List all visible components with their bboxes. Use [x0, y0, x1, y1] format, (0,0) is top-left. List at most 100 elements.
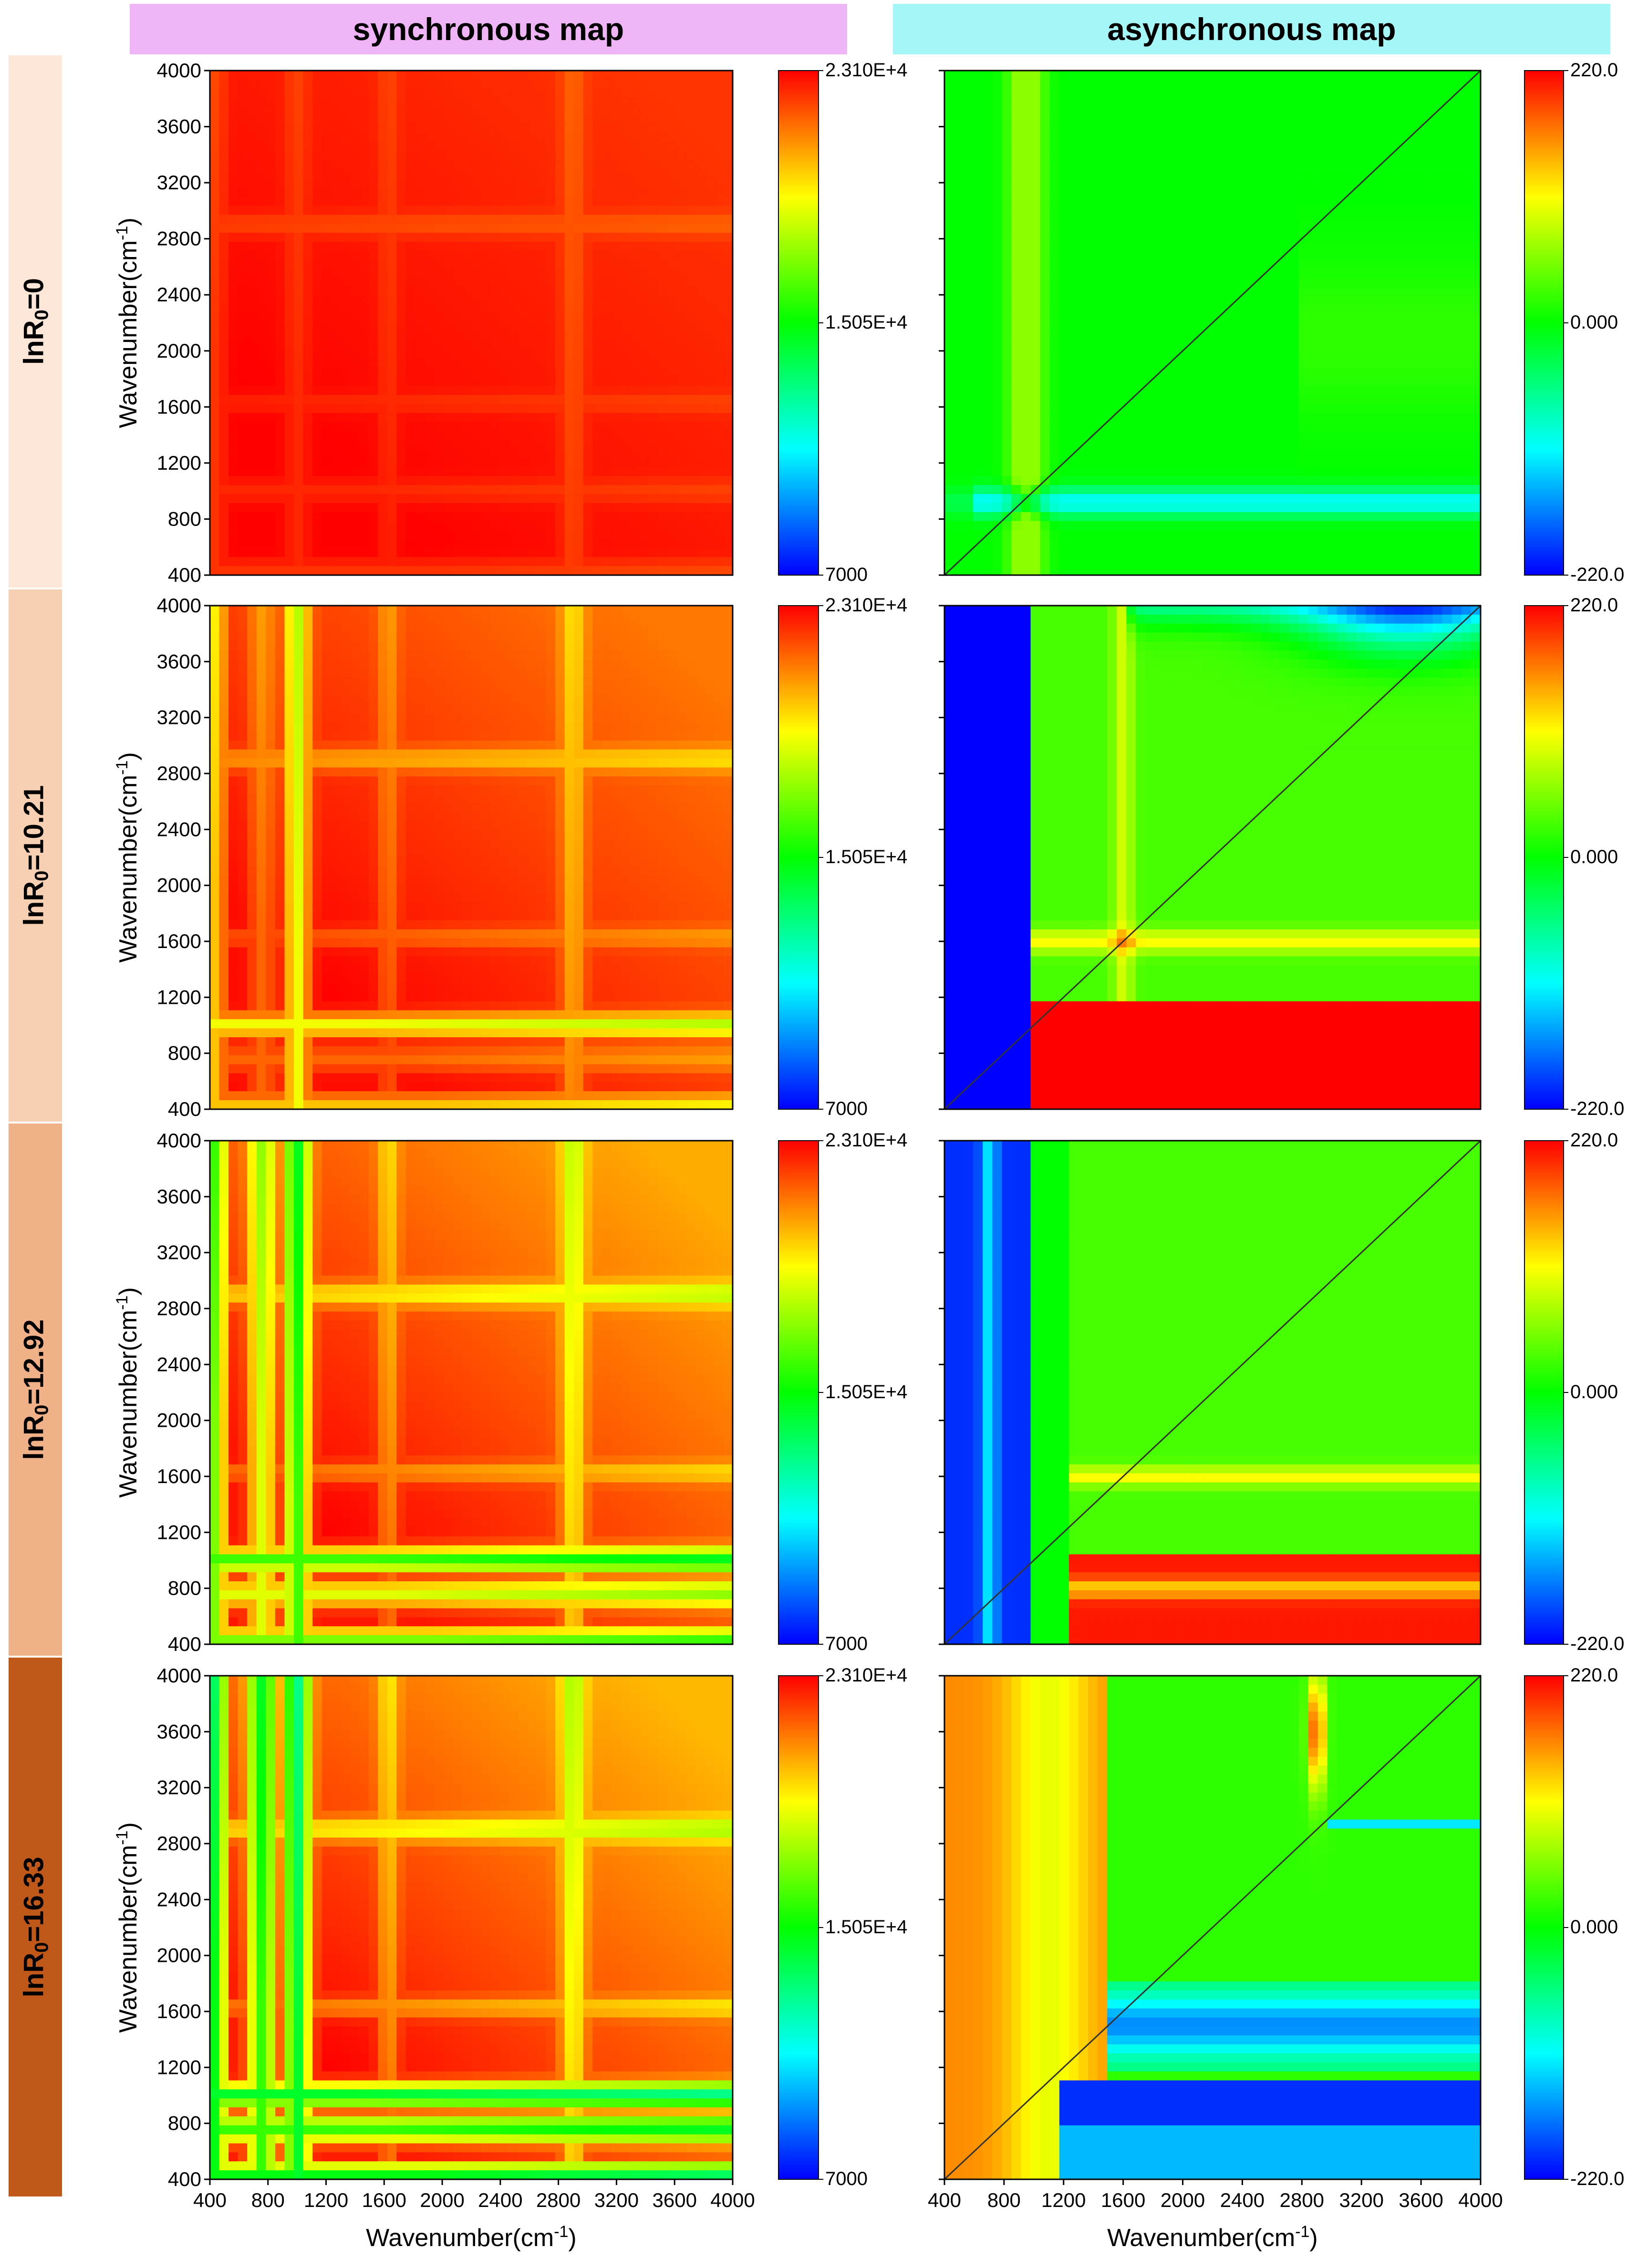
heat-cell	[499, 467, 509, 476]
heat-cell	[1413, 350, 1424, 360]
heat-cell	[1279, 314, 1290, 323]
heat-cell	[964, 71, 974, 80]
heat-cell	[387, 88, 397, 98]
heat-cell	[1251, 242, 1261, 251]
heat-cell	[480, 124, 490, 134]
heat-cell	[574, 458, 584, 467]
heat-cell	[425, 494, 435, 504]
heat-cell	[1164, 259, 1175, 269]
heat-cell	[256, 314, 267, 323]
heat-cell	[341, 503, 351, 513]
heat-cell	[284, 566, 294, 576]
heat-cell	[667, 340, 677, 351]
heat-cell	[452, 548, 463, 557]
heat-cell	[266, 224, 276, 233]
heat-cell	[1356, 278, 1366, 287]
heat-cell	[387, 124, 397, 134]
heat-cell	[583, 566, 593, 576]
heat-cell	[1432, 331, 1443, 341]
heat-cell	[537, 422, 547, 432]
heat-cell	[602, 314, 612, 323]
heat-cell	[648, 124, 659, 134]
heat-cell	[723, 530, 733, 539]
heat-cell	[944, 134, 954, 143]
heat-cell	[1164, 124, 1175, 134]
heat-cell	[555, 169, 565, 179]
heat-cell	[1279, 331, 1290, 341]
heat-cell	[219, 124, 229, 134]
heat-cell	[462, 566, 472, 576]
heat-cell	[266, 458, 276, 467]
heat-cell	[564, 340, 574, 351]
heat-cell	[1442, 196, 1452, 206]
heat-cell	[630, 359, 640, 369]
heat-cell	[508, 169, 518, 179]
heat-cell	[321, 71, 332, 80]
heat-cell	[443, 377, 453, 386]
heat-cell	[499, 196, 509, 206]
heat-cell	[714, 377, 724, 386]
heat-cell	[1317, 169, 1328, 179]
heat-cell	[658, 377, 668, 386]
heat-cell	[1404, 359, 1414, 369]
heat-cell	[350, 566, 360, 576]
heat-cell	[630, 494, 640, 504]
heat-cell	[1327, 259, 1337, 269]
heat-cell	[1117, 259, 1127, 269]
heat-cell	[415, 377, 425, 386]
heat-cell	[1366, 178, 1376, 188]
heat-cell	[1251, 124, 1261, 134]
heat-cell	[658, 259, 668, 269]
heat-cell	[1317, 296, 1328, 305]
heat-cell	[695, 548, 705, 557]
heat-cell	[294, 187, 304, 197]
heat-cell	[1164, 97, 1175, 107]
heat-cell	[546, 196, 556, 206]
heat-cell	[1193, 323, 1203, 332]
heat-cell	[321, 485, 332, 495]
heat-cell	[294, 206, 304, 215]
heat-cell	[1413, 187, 1424, 197]
heat-cell	[639, 431, 649, 441]
heat-cell	[1222, 215, 1232, 224]
heat-cell	[434, 305, 444, 314]
heat-cell	[350, 422, 360, 432]
heat-cell	[396, 359, 406, 369]
heat-cell	[658, 503, 668, 513]
heat-cell	[284, 88, 294, 98]
heat-cell	[648, 557, 659, 567]
heat-cell	[667, 557, 677, 567]
heat-cell	[705, 431, 715, 441]
heat-cell	[1442, 331, 1452, 341]
heat-cell	[658, 323, 668, 332]
heat-cell	[387, 215, 397, 224]
heat-cell	[368, 350, 378, 360]
heat-cell	[1117, 206, 1127, 215]
heat-cell	[350, 431, 360, 441]
heat-cell	[425, 530, 435, 539]
heat-cell	[973, 250, 983, 260]
heat-cell	[944, 296, 954, 305]
heat-cell	[247, 386, 257, 395]
heat-cell	[574, 224, 584, 233]
heat-cell	[686, 440, 696, 450]
heat-cell	[723, 412, 733, 423]
heat-cell	[284, 187, 294, 197]
heat-cell	[705, 314, 715, 323]
heat-cell	[1289, 169, 1299, 179]
heat-cell	[452, 458, 463, 467]
heat-cell	[602, 296, 612, 305]
heat-cell	[1078, 278, 1089, 287]
heat-cell	[247, 340, 257, 351]
heat-cell	[471, 404, 481, 413]
heat-cell	[1098, 160, 1108, 170]
heat-cell	[219, 323, 229, 332]
heat-cell	[527, 187, 537, 197]
heat-cell	[434, 331, 444, 341]
heat-cell	[1451, 143, 1462, 152]
heat-cell	[714, 152, 724, 161]
heat-cell	[1308, 340, 1318, 351]
heat-cell	[714, 187, 724, 197]
heat-cell	[1279, 196, 1290, 206]
heat-cell	[350, 530, 360, 539]
